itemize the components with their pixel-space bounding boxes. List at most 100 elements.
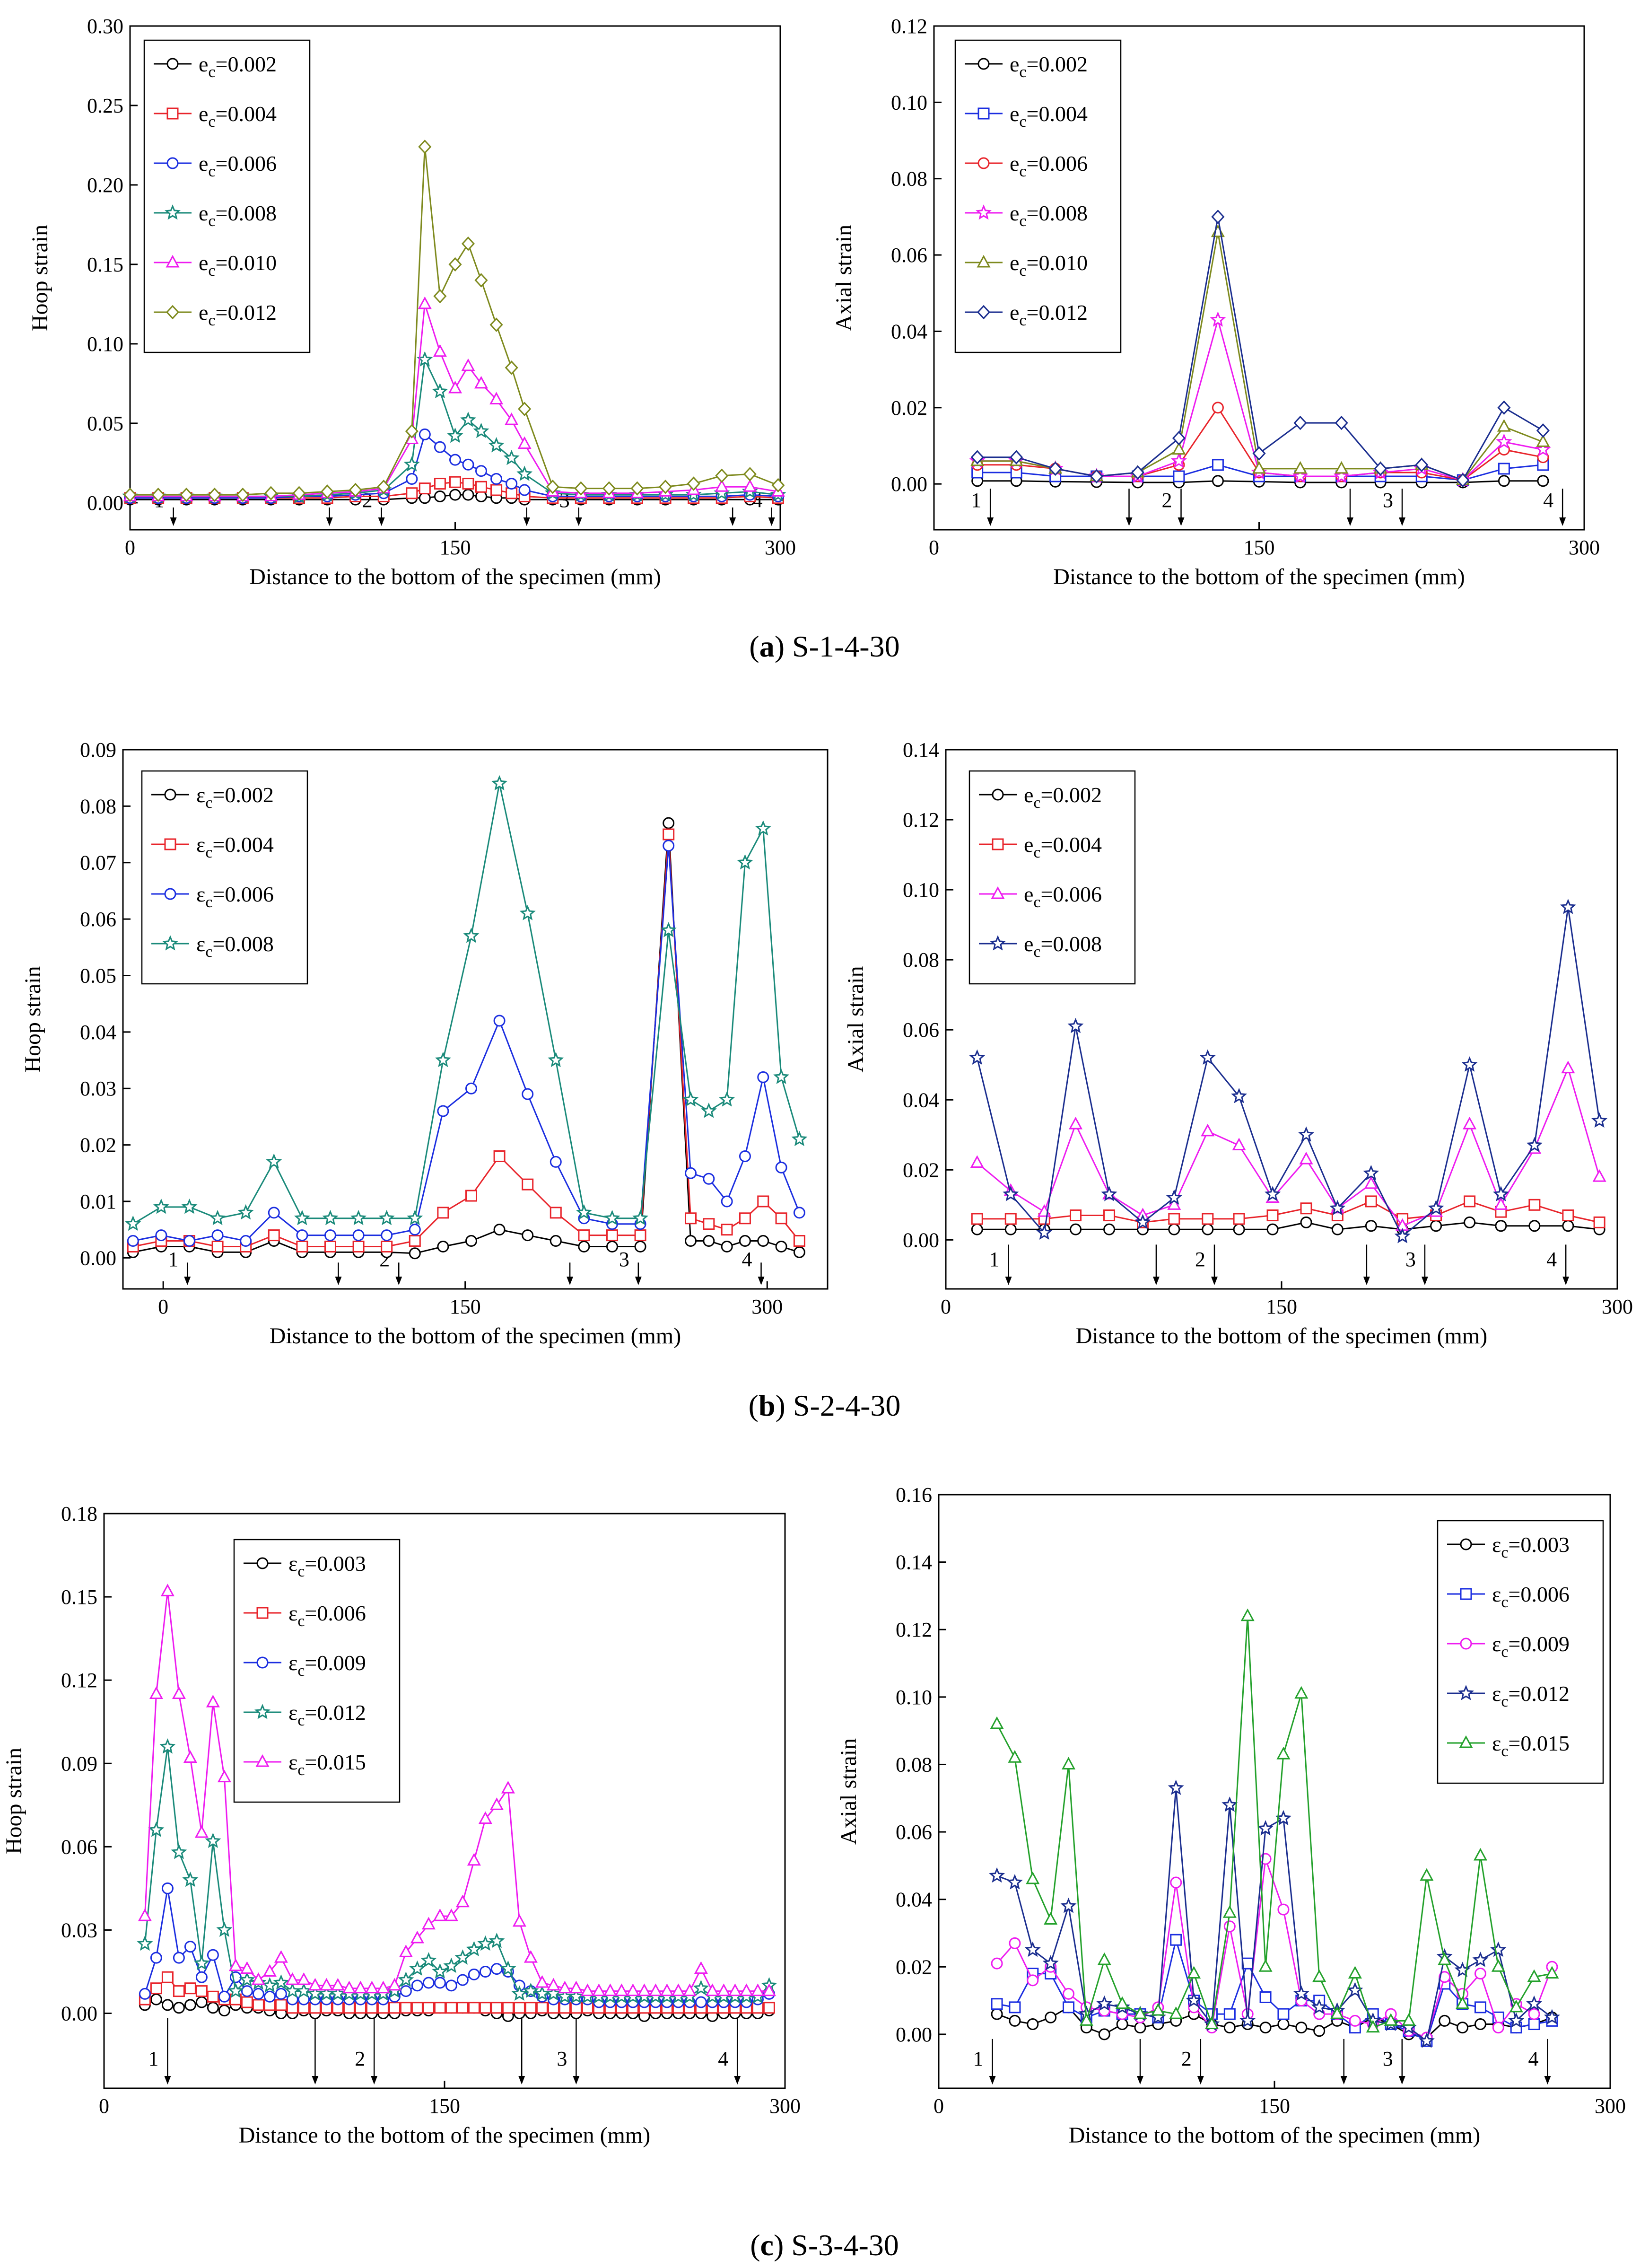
data-point xyxy=(522,1178,534,1191)
data-point xyxy=(1498,463,1510,475)
data-point xyxy=(1365,1220,1377,1232)
data-point xyxy=(1439,1971,1451,1983)
data-point xyxy=(1472,1952,1489,1967)
data-point xyxy=(1004,1213,1017,1225)
legend-marker xyxy=(977,107,990,120)
y-tick-label: 0.20 xyxy=(87,174,123,197)
data-point xyxy=(700,1103,717,1118)
section-label: 1 xyxy=(168,1248,178,1271)
data-point xyxy=(719,1091,735,1107)
data-point xyxy=(1348,1966,1362,1979)
data-point xyxy=(1090,469,1103,484)
section-arrow-head xyxy=(312,2076,319,2084)
data-point xyxy=(434,490,446,502)
section-arrow-head xyxy=(1211,1277,1218,1285)
data-point xyxy=(437,1105,449,1117)
data-point xyxy=(463,927,480,943)
data-point xyxy=(1473,1848,1487,1861)
data-point xyxy=(447,427,463,443)
data-point xyxy=(155,1229,167,1242)
legend-marker xyxy=(164,888,176,900)
series-line xyxy=(130,494,778,500)
chart-a-axial: 0.00 0.02 0.04 0.06 0.08 0.10 0.12 0 150 300 Dista… xyxy=(831,15,1600,589)
data-point xyxy=(237,1204,254,1220)
data-point xyxy=(715,479,729,492)
series-0 xyxy=(971,1216,1605,1235)
data-point xyxy=(398,1971,414,1987)
data-point xyxy=(558,1980,572,1994)
data-point xyxy=(793,1235,805,1247)
data-point xyxy=(466,1941,482,1956)
legend-label: ec=0.012 xyxy=(199,300,277,329)
data-point xyxy=(1474,1968,1486,1980)
data-point xyxy=(634,1229,646,1242)
legend-marker xyxy=(1460,1588,1472,1600)
data-point xyxy=(602,481,616,496)
legend-box xyxy=(954,39,1122,353)
data-point xyxy=(1204,2016,1219,2030)
data-point xyxy=(493,1015,506,1027)
y-tick-label: 0.12 xyxy=(891,15,927,38)
series-0 xyxy=(124,489,784,506)
data-point xyxy=(1313,2025,1326,2037)
data-point xyxy=(284,1982,301,1998)
y-axis-label: Axial strain xyxy=(831,225,856,331)
legend-label: εc=0.008 xyxy=(196,932,274,961)
data-point xyxy=(1211,224,1225,237)
section-arrow-head xyxy=(326,517,333,526)
data-point xyxy=(703,1218,715,1230)
section-arrow-head xyxy=(1544,2076,1551,2084)
data-point xyxy=(138,1908,152,1921)
y-tick-label: 0.10 xyxy=(891,91,927,114)
data-point xyxy=(308,1978,322,1991)
legend-label: εc=0.012 xyxy=(288,1700,366,1729)
data-point xyxy=(1402,2013,1416,2026)
data-point xyxy=(411,2002,423,2014)
data-point xyxy=(149,1686,163,1699)
data-point xyxy=(418,296,432,309)
data-point xyxy=(1009,2001,1021,2014)
data-point xyxy=(266,1153,282,1169)
data-point xyxy=(275,1999,287,2011)
data-point xyxy=(1439,2014,1451,2027)
data-point xyxy=(1508,2012,1525,2028)
data-point xyxy=(1384,2013,1398,2026)
data-point xyxy=(218,2005,230,2017)
y-tick-label: 0.04 xyxy=(903,1088,939,1112)
legend-label: ec=0.010 xyxy=(1010,251,1088,280)
legend-marker xyxy=(256,1557,269,1569)
legend-marker xyxy=(977,305,991,320)
data-point xyxy=(606,1229,618,1242)
data-point xyxy=(632,1209,649,1226)
y-tick-label: 0.08 xyxy=(891,167,927,191)
data-point xyxy=(241,1985,253,1997)
data-point xyxy=(137,1935,153,1951)
data-point xyxy=(550,1235,562,1247)
y-tick-label: 0.06 xyxy=(80,908,116,931)
data-point xyxy=(173,1952,185,1964)
y-tick-label: 0.12 xyxy=(903,808,939,832)
data-point xyxy=(400,2002,412,2014)
data-point xyxy=(274,1950,288,1963)
section-label: 3 xyxy=(1405,1248,1416,1271)
legend-marker xyxy=(166,254,180,268)
y-tick-label: 0.07 xyxy=(80,851,116,875)
data-point xyxy=(294,1209,310,1226)
legend-marker xyxy=(991,886,1005,899)
section-label: 1 xyxy=(971,489,981,512)
data-point xyxy=(1115,1996,1129,2009)
legend-label: εc=0.012 xyxy=(1492,1681,1570,1710)
data-point xyxy=(1497,400,1511,415)
series-1 xyxy=(971,1195,1605,1228)
data-point xyxy=(474,376,489,389)
section-label: 2 xyxy=(1162,489,1172,512)
data-point xyxy=(195,1996,208,2008)
y-tick-label: 0.14 xyxy=(896,1551,932,1574)
legend: ec=0.002 ec=0.004 ec=0.006 ec=0.008 ec=0.010… xyxy=(954,39,1122,353)
data-point xyxy=(1010,450,1023,464)
data-point xyxy=(462,478,474,490)
data-point xyxy=(161,1971,174,1983)
legend-marker xyxy=(977,58,990,70)
data-point xyxy=(603,1983,617,1997)
y-axis-label: Hoop strain xyxy=(27,225,52,331)
